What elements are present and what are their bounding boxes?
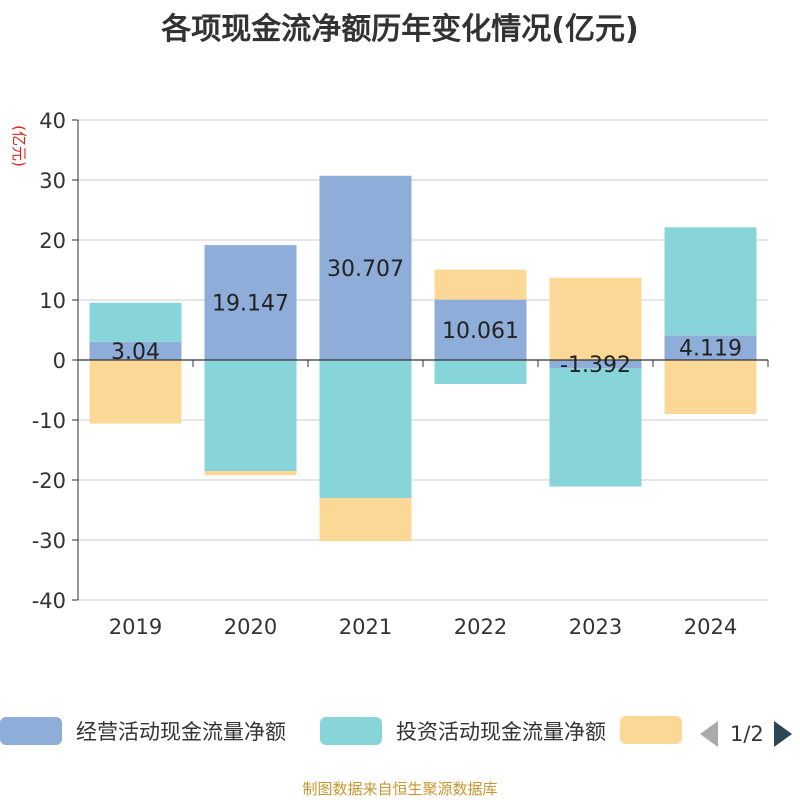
y-tick-label: -20 <box>32 469 66 493</box>
bar-s2-2024 <box>664 360 757 414</box>
data-label-2023: -1.392 <box>560 353 631 378</box>
bar-s0-2020 <box>204 245 297 360</box>
label-layer: 3.04 19.147 30.707 10.061 -1.392 4.119 <box>111 257 742 378</box>
legend-swatch-financing <box>620 716 682 744</box>
data-label-2024: 4.119 <box>679 337 742 362</box>
legend-item-operating[interactable]: 经营活动现金流量净额 <box>0 716 286 746</box>
bar-s0-2019 <box>89 341 182 360</box>
data-label-2020: 19.147 <box>212 292 289 317</box>
legend-swatch-operating <box>0 717 62 745</box>
bar-s2-2022 <box>434 269 527 300</box>
y-tick-label: -10 <box>32 409 66 433</box>
bar-layer <box>89 175 757 542</box>
bar-s2-2021 <box>319 498 412 542</box>
bar-s1-2020 <box>204 360 297 471</box>
legend-page-indicator: 1/2 <box>730 722 764 746</box>
chart-title: 各项现金流净额历年变化情况(亿元) <box>161 12 639 47</box>
x-tick-label: 2019 <box>109 615 162 639</box>
bar-s2-2020 <box>204 471 297 476</box>
y-tick-label: -40 <box>32 589 66 613</box>
grid-layer <box>78 119 768 601</box>
y-tick-label: 40 <box>39 109 66 133</box>
x-tick-label: 2023 <box>569 615 622 639</box>
y-tick-label: 0 <box>53 349 66 373</box>
legend-swatch-investing <box>320 717 382 745</box>
data-label-2019: 3.04 <box>111 340 160 365</box>
bar-s0-2024 <box>664 335 757 360</box>
legend-pager: 1/2 <box>700 716 792 752</box>
y-tick-label: 10 <box>39 289 66 313</box>
legend: 经营活动现金流量净额 投资活动现金流量净额 1/2 <box>0 716 800 756</box>
x-tick-label: 2024 <box>684 615 737 639</box>
axis-layer: 40 30 20 10 0 -10 -20 -30 -40 2019 2020 2021 2022 202… <box>32 109 769 639</box>
y-tick-label: 30 <box>39 169 66 193</box>
y-tick-label: 20 <box>39 229 66 253</box>
bar-s1-2019 <box>89 302 182 342</box>
bar-s2-2023 <box>549 277 642 360</box>
y-tick-label: -30 <box>32 529 66 553</box>
bar-s0-2021 <box>319 175 412 360</box>
legend-label-investing: 投资活动现金流量净额 <box>396 720 606 744</box>
data-label-2022: 10.061 <box>442 319 519 344</box>
x-tick-label: 2021 <box>339 615 392 639</box>
legend-item-investing[interactable]: 投资活动现金流量净额 <box>320 716 606 746</box>
data-label-2021: 30.707 <box>327 257 404 282</box>
bar-s0-2022 <box>434 299 527 360</box>
source-note: 制图数据来自恒生聚源数据库 <box>302 780 498 798</box>
x-tick-label: 2022 <box>454 615 507 639</box>
chevron-right-icon[interactable] <box>773 721 792 747</box>
bar-s0-2023 <box>549 360 642 369</box>
bar-s1-2023 <box>549 368 642 487</box>
chevron-left-icon[interactable] <box>700 721 718 747</box>
legend-item-financing[interactable] <box>620 716 682 744</box>
x-tick-label: 2020 <box>224 615 277 639</box>
bar-s1-2024 <box>664 227 757 336</box>
bar-s2-2019 <box>89 360 182 424</box>
bar-s1-2022 <box>434 360 527 384</box>
bar-s1-2021 <box>319 360 412 498</box>
legend-label-operating: 经营活动现金流量净额 <box>76 720 286 744</box>
y-axis-unit: (亿元) <box>10 125 28 167</box>
